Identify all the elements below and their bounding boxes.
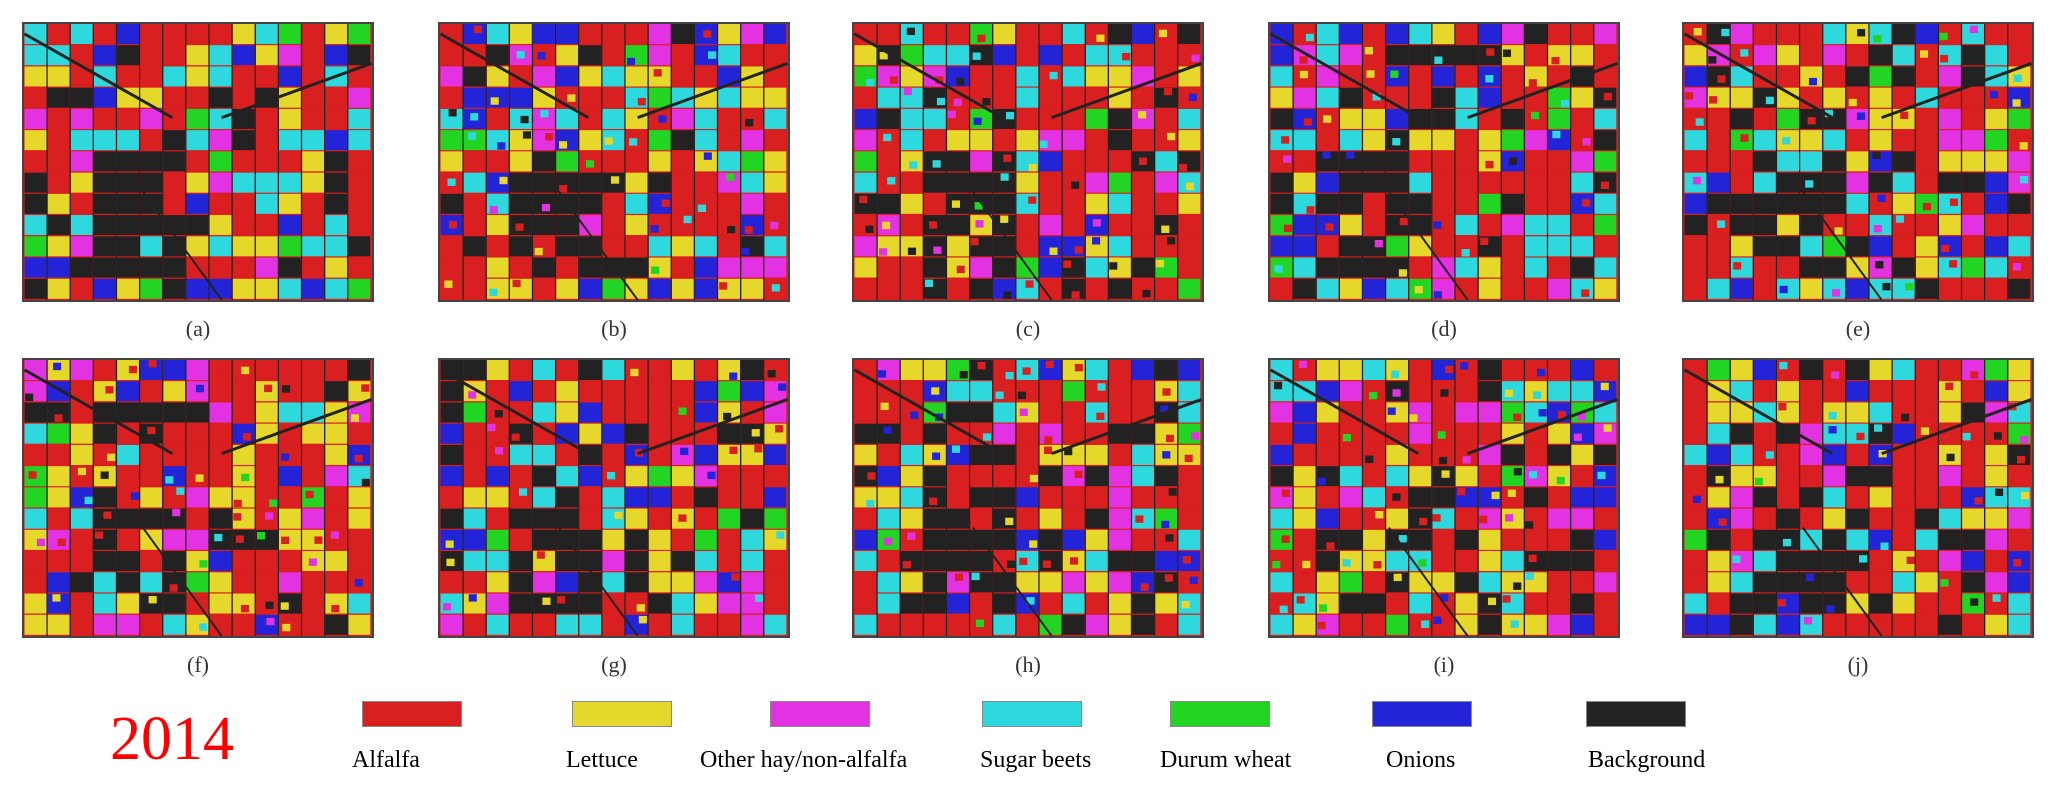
legend-label-alfalfa: Alfalfa: [352, 747, 420, 773]
classification-map-b: [438, 22, 790, 302]
panel-caption-i: (i): [1433, 652, 1455, 677]
map-panel-j: (j): [1682, 358, 2034, 677]
legend-label-lettuce: Lettuce: [566, 747, 638, 773]
map-panel-e: (e): [1682, 22, 2034, 341]
panel-caption-e: (e): [1845, 316, 1871, 341]
legend-swatch-sugar-beets: [982, 701, 1082, 727]
map-panel-d: (d): [1268, 22, 1620, 341]
classification-map-j: [1682, 358, 2034, 638]
panel-caption-j: (j): [1847, 652, 1869, 677]
legend-label-other-hay: Other hay/non-alfalfa: [700, 747, 908, 773]
map-panel-c: (c): [852, 22, 1204, 341]
map-panel-i: (i): [1268, 358, 1620, 677]
classification-map-h: [852, 358, 1204, 638]
classification-map-f: [22, 358, 374, 638]
panel-caption-g: (g): [601, 652, 627, 677]
panel-caption-h: (h): [1015, 652, 1041, 677]
year-label: 2014: [110, 705, 234, 773]
panel-caption-b: (b): [601, 316, 627, 341]
map-panel-b: (b): [438, 22, 790, 341]
panel-caption-d: (d): [1431, 316, 1457, 341]
legend-swatch-onions: [1372, 701, 1472, 727]
legend-label-background: Background: [1588, 747, 1706, 773]
panel-caption-f: (f): [187, 652, 209, 677]
classification-map-a: [22, 22, 374, 302]
classification-map-i: [1268, 358, 1620, 638]
panel-caption-c: (c): [1015, 316, 1041, 341]
legend-swatch-background: [1586, 701, 1686, 727]
legend-swatch-lettuce: [572, 701, 672, 727]
map-panel-h: (h): [852, 358, 1204, 677]
map-panel-a: (a): [22, 22, 374, 341]
classification-map-g: [438, 358, 790, 638]
legend-label-durum-wheat: Durum wheat: [1160, 747, 1292, 773]
legend-swatch-durum-wheat: [1170, 701, 1270, 727]
panel-caption-a: (a): [185, 316, 211, 341]
legend-swatch-other-hay: [770, 701, 870, 727]
legend-swatch-alfalfa: [362, 701, 462, 727]
legend-label-onions: Onions: [1386, 747, 1456, 773]
classification-map-c: [852, 22, 1204, 302]
map-panel-g: (g): [438, 358, 790, 677]
map-panel-f: (f): [22, 358, 374, 677]
legend-label-sugar-beets: Sugar beets: [980, 747, 1092, 773]
classification-map-e: [1682, 22, 2034, 302]
classification-map-d: [1268, 22, 1620, 302]
